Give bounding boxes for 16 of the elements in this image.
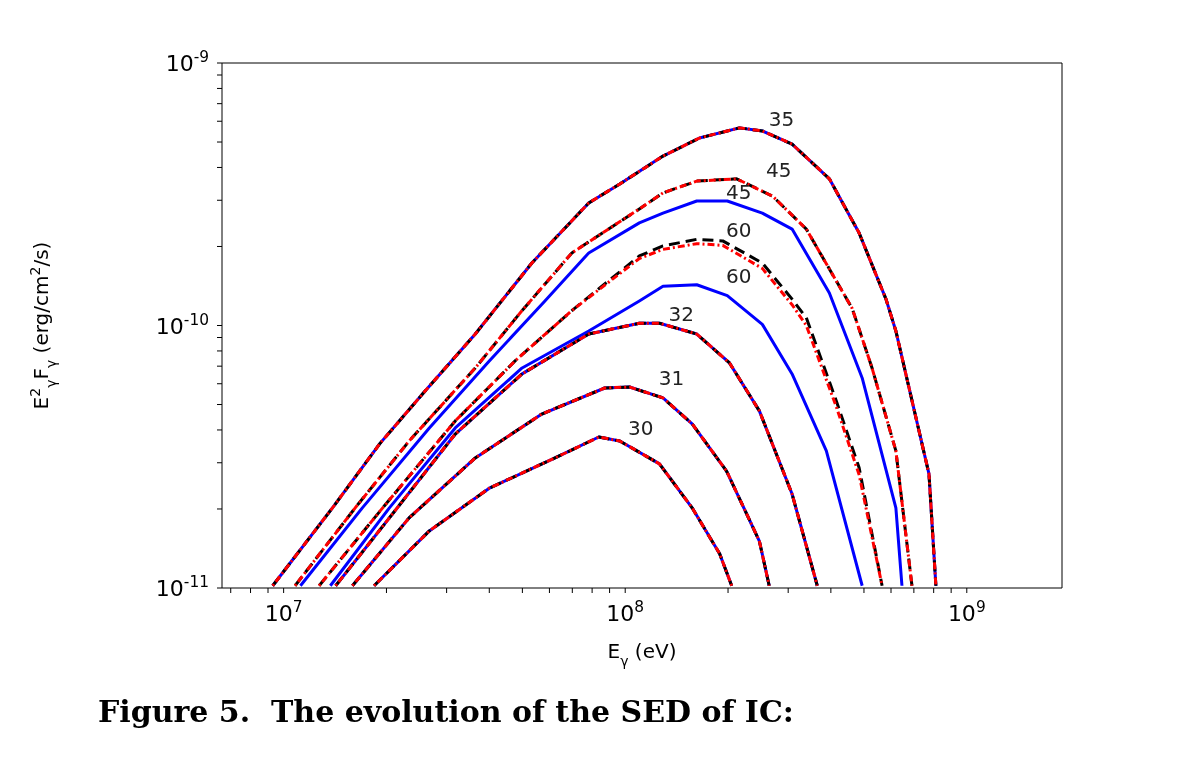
caption: Figure 5. The evolution of the SED of IC: (98, 694, 795, 729)
y-tick-label: 10$^{-10}$ (155, 310, 209, 339)
series-label: 45 (765, 157, 792, 182)
series-label: 60 (726, 218, 752, 243)
series-label: 60 (726, 263, 752, 288)
y-tick-label: 10$^{-11}$ (155, 573, 209, 601)
x-tick-label: 10$^{8}$ (606, 598, 645, 626)
x-axis-title: E$_{γ}$ (eV) (607, 639, 677, 669)
series-label: 30 (628, 416, 654, 441)
x-tick-label: 10$^{7}$ (264, 598, 303, 626)
y-tick-label: 10$^{-9}$ (165, 48, 209, 76)
series-label: 35 (768, 106, 795, 131)
series-label: 31 (658, 366, 685, 391)
x-tick-label: 10$^{9}$ (947, 598, 986, 626)
series-label: 45 (726, 180, 752, 205)
series-label: 32 (668, 302, 695, 327)
